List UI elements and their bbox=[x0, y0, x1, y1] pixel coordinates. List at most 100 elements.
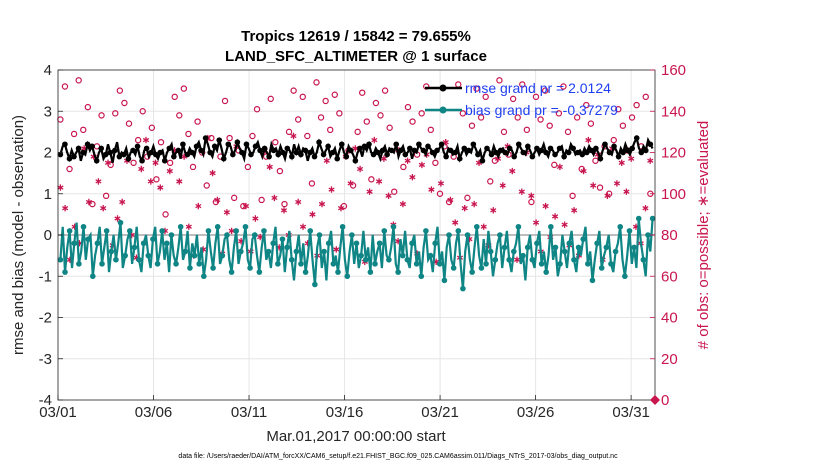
obs-possible-point bbox=[226, 134, 233, 142]
rmse-point bbox=[638, 149, 645, 156]
obs-possible-point bbox=[80, 126, 87, 134]
rmse-point bbox=[198, 147, 204, 154]
bias-point bbox=[478, 265, 485, 271]
obs-possible-point bbox=[372, 99, 380, 107]
bias-point bbox=[487, 248, 494, 255]
y-tick-label-right: 0 bbox=[661, 392, 669, 409]
obs-evaluated-point bbox=[528, 192, 535, 199]
obs-possible-point bbox=[194, 118, 201, 125]
bias-point bbox=[76, 261, 82, 267]
y-tick-label-right: 80 bbox=[661, 227, 678, 244]
bias-point bbox=[94, 240, 101, 247]
bias-point bbox=[247, 265, 253, 271]
obs-possible-point bbox=[583, 101, 590, 109]
bias-point bbox=[85, 236, 91, 242]
obs-possible-point bbox=[66, 165, 73, 173]
rmse-point bbox=[420, 147, 427, 154]
bias-point bbox=[168, 232, 175, 238]
rmse-point bbox=[134, 143, 141, 150]
rmse-point bbox=[552, 151, 558, 158]
obs-evaluated-point bbox=[561, 221, 568, 228]
rmse-point bbox=[543, 149, 549, 156]
rmse-point bbox=[279, 149, 286, 156]
obs-evaluated-point bbox=[57, 184, 64, 191]
bias-point bbox=[413, 261, 420, 267]
bias-point bbox=[242, 223, 249, 230]
obs-evaluated-point bbox=[409, 174, 416, 181]
legend: rmse grand pr = 2.0124 bias grand pr = -… bbox=[425, 80, 618, 118]
bias-point bbox=[136, 256, 142, 263]
obs-evaluated-point bbox=[356, 165, 364, 173]
obs-evaluated-point bbox=[95, 178, 102, 185]
bias-point bbox=[473, 223, 480, 230]
rmse-point bbox=[289, 153, 295, 160]
rmse-point bbox=[311, 153, 318, 160]
rmse-point bbox=[475, 151, 481, 158]
bias-point bbox=[126, 228, 133, 234]
obs-evaluated-point bbox=[176, 178, 183, 185]
obs-possible-point bbox=[619, 122, 627, 129]
obs-evaluated-point bbox=[375, 178, 383, 185]
rmse-point bbox=[338, 141, 345, 148]
bias-point bbox=[353, 240, 360, 247]
y-tick-label-right: 40 bbox=[661, 310, 678, 327]
obs-possible-point bbox=[642, 93, 649, 101]
obs-possible-point bbox=[327, 126, 334, 134]
obs-evaluated-point bbox=[571, 207, 578, 214]
bias-point bbox=[131, 244, 138, 251]
bias-point bbox=[469, 269, 475, 275]
obs-evaluated-point bbox=[104, 159, 112, 166]
obs-possible-point bbox=[75, 77, 82, 84]
bias-point bbox=[228, 269, 235, 275]
obs-possible-point bbox=[560, 83, 567, 90]
bias-point bbox=[99, 261, 105, 267]
obs-evaluated-point bbox=[480, 223, 487, 230]
obs-evaluated-point bbox=[404, 157, 411, 164]
rmse-point bbox=[434, 147, 440, 154]
bias-point bbox=[492, 256, 499, 263]
rmse-point bbox=[606, 149, 613, 156]
x-tick-label: 03/01 bbox=[39, 404, 77, 421]
obs-possible-point bbox=[537, 116, 544, 123]
bias-point bbox=[399, 252, 406, 259]
rmse-point bbox=[243, 141, 250, 148]
bias-point bbox=[298, 261, 304, 267]
rmse-point bbox=[525, 143, 531, 150]
obs-possible-point bbox=[541, 87, 549, 94]
rmse-point bbox=[157, 149, 164, 156]
x-tick-label: 03/06 bbox=[135, 404, 173, 421]
bias-point bbox=[423, 228, 429, 234]
rmse-point bbox=[379, 147, 386, 154]
rmse-point bbox=[429, 149, 436, 156]
data-file-footnote: data file: /Users/raeder/DAI/ATM_forcXX/… bbox=[178, 453, 618, 460]
rmse-point bbox=[252, 143, 259, 150]
obs-evaluated-point bbox=[62, 205, 69, 212]
bias-point bbox=[617, 223, 624, 230]
bias-point bbox=[557, 261, 563, 267]
obs-evaluated-point bbox=[556, 163, 563, 171]
obs-possible-point bbox=[610, 136, 617, 144]
obs-possible-point bbox=[363, 118, 370, 125]
bias-point bbox=[580, 236, 587, 242]
rmse-point bbox=[298, 151, 304, 158]
rmse-point bbox=[116, 153, 123, 160]
rmse-point bbox=[189, 149, 195, 156]
bias-point bbox=[566, 240, 573, 247]
obs-possible-point bbox=[468, 122, 476, 129]
obs-evaluated-point bbox=[242, 202, 250, 210]
rmse-point bbox=[275, 151, 282, 158]
rmse-point bbox=[479, 157, 486, 164]
bias-point bbox=[409, 240, 415, 247]
obs-evaluated-point bbox=[295, 198, 302, 206]
obs-evaluated-point bbox=[580, 167, 587, 175]
chart-title-line-2: LAND_SFC_ALTIMETER @ 1 surface bbox=[225, 48, 487, 65]
obs-possible-point bbox=[281, 200, 288, 208]
rmse-point bbox=[125, 155, 132, 162]
bias-point bbox=[159, 228, 165, 234]
rmse-point bbox=[620, 149, 626, 156]
bias-point bbox=[219, 252, 226, 259]
obs-possible-point bbox=[528, 198, 535, 206]
rmse-point bbox=[284, 145, 291, 152]
rmse-point bbox=[411, 147, 418, 154]
obs-possible-point bbox=[299, 93, 306, 101]
